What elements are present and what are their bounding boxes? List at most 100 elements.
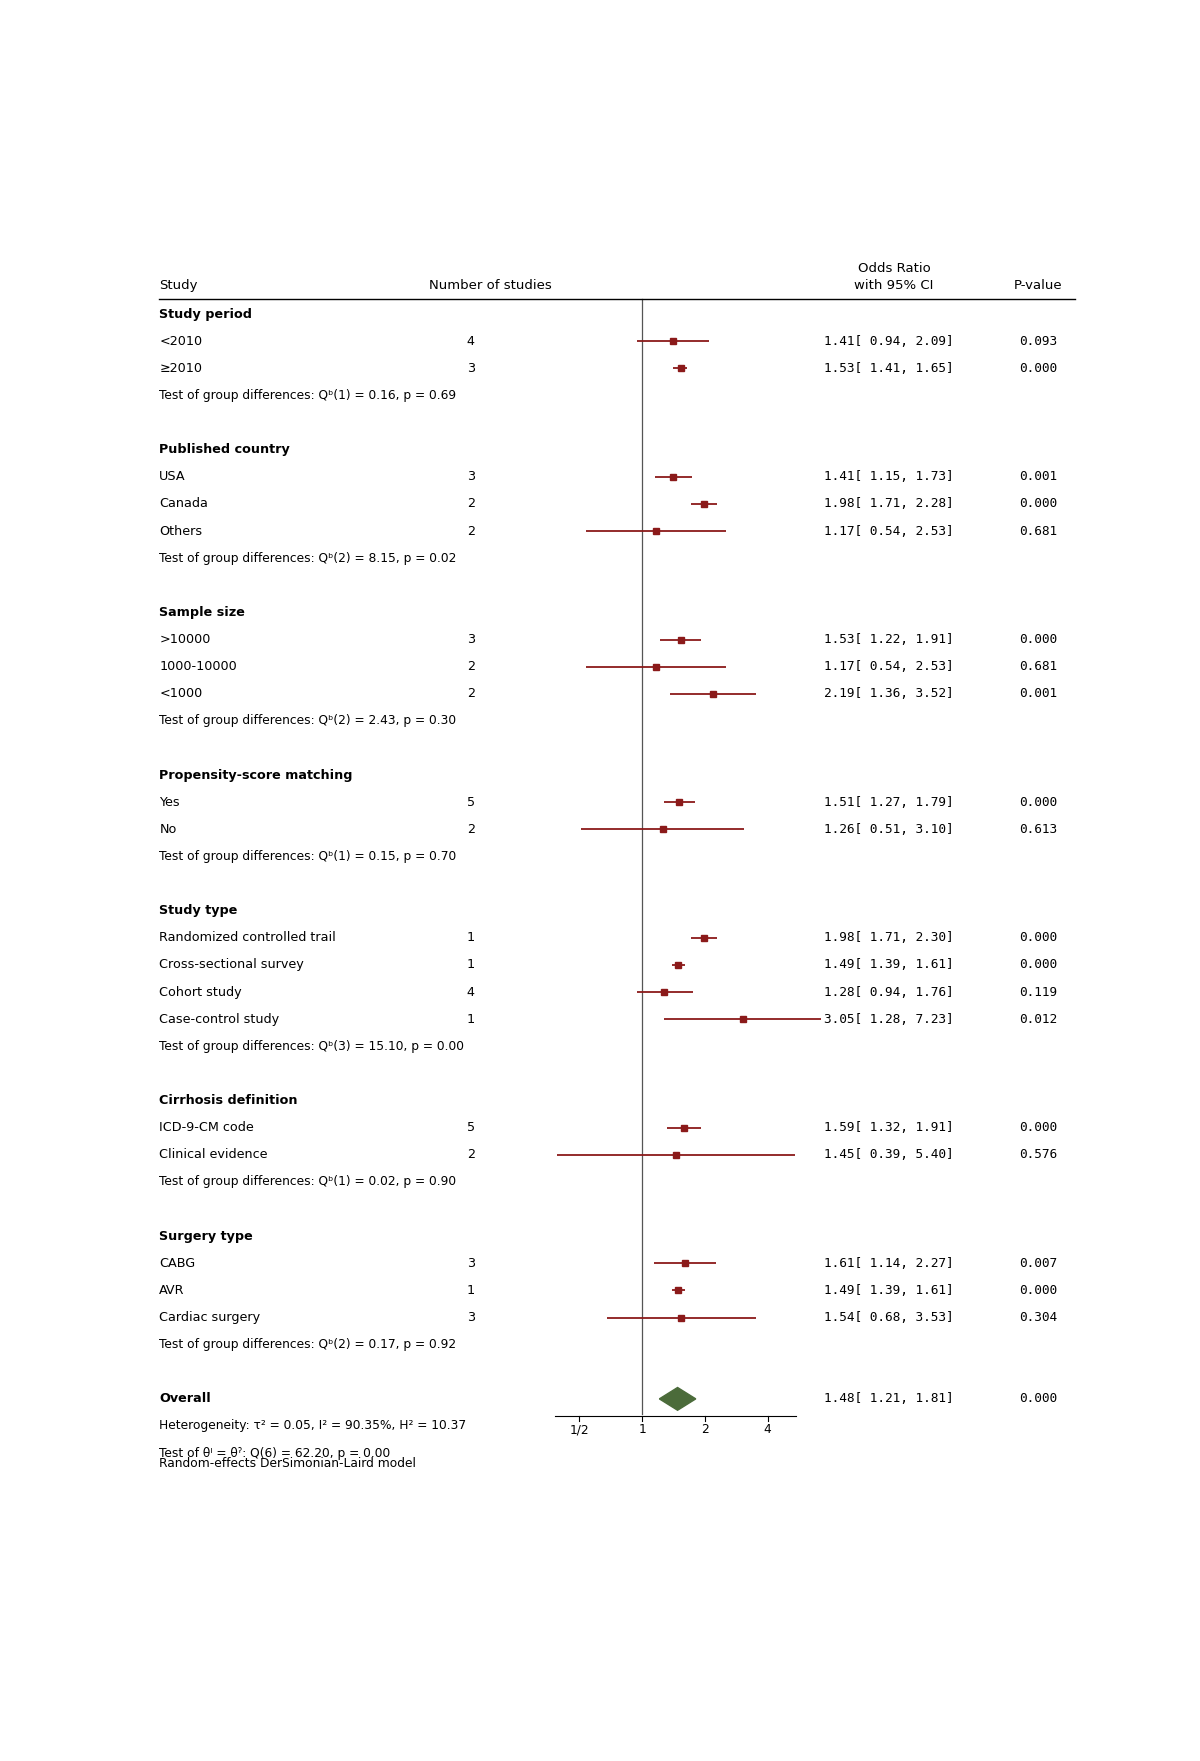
Text: USA: USA [160,470,186,483]
Text: ≥2010: ≥2010 [160,361,203,375]
Text: Surgery type: Surgery type [160,1229,253,1243]
Text: <1000: <1000 [160,687,203,701]
Text: AVR: AVR [160,1284,185,1296]
Text: 3: 3 [467,632,475,646]
Text: 2: 2 [467,1148,475,1160]
Text: 2: 2 [467,497,475,511]
Text: 0.000: 0.000 [1019,796,1057,808]
Text: 4: 4 [467,335,475,347]
Text: Sample size: Sample size [160,606,245,618]
Text: No: No [160,822,176,836]
Text: 1.28[ 0.94, 1.76]: 1.28[ 0.94, 1.76] [824,986,954,998]
Text: CABG: CABG [160,1257,196,1270]
Text: 1.41[ 0.94, 2.09]: 1.41[ 0.94, 2.09] [824,335,954,347]
Text: 0.093: 0.093 [1019,335,1057,347]
Text: 0.000: 0.000 [1019,632,1057,646]
Text: Cirrhosis definition: Cirrhosis definition [160,1094,298,1108]
Text: 1.17[ 0.54, 2.53]: 1.17[ 0.54, 2.53] [824,660,954,673]
Text: 1.61[ 1.14, 2.27]: 1.61[ 1.14, 2.27] [824,1257,954,1270]
Text: 1: 1 [638,1423,646,1435]
Text: 2.19[ 1.36, 3.52]: 2.19[ 1.36, 3.52] [824,687,954,701]
Text: 0.681: 0.681 [1019,660,1057,673]
Text: <2010: <2010 [160,335,203,347]
Text: 1.98[ 1.71, 2.28]: 1.98[ 1.71, 2.28] [824,497,954,511]
Text: 1.54[ 0.68, 3.53]: 1.54[ 0.68, 3.53] [824,1310,954,1324]
Text: Number of studies: Number of studies [430,278,552,292]
Text: Published country: Published country [160,444,290,456]
Text: 0.007: 0.007 [1019,1257,1057,1270]
Text: 0.304: 0.304 [1019,1310,1057,1324]
Text: 3.05[ 1.28, 7.23]: 3.05[ 1.28, 7.23] [824,1013,954,1025]
Text: 0.000: 0.000 [1019,1284,1057,1296]
Text: 1: 1 [467,932,475,944]
Text: Test of group differences: Qᵇ(2) = 8.15, p = 0.02: Test of group differences: Qᵇ(2) = 8.15,… [160,551,457,565]
Text: 1.53[ 1.22, 1.91]: 1.53[ 1.22, 1.91] [824,632,954,646]
Text: 3: 3 [467,470,475,483]
Polygon shape [659,1388,696,1411]
Text: Test of group differences: Qᵇ(1) = 0.02, p = 0.90: Test of group differences: Qᵇ(1) = 0.02,… [160,1175,456,1189]
Text: 1: 1 [467,1013,475,1025]
Text: 2: 2 [467,525,475,537]
Text: Study type: Study type [160,903,238,917]
Text: Propensity-score matching: Propensity-score matching [160,768,353,782]
Text: 1.45[ 0.39, 5.40]: 1.45[ 0.39, 5.40] [824,1148,954,1160]
Text: 0.681: 0.681 [1019,525,1057,537]
Text: 0.000: 0.000 [1019,1393,1057,1405]
Text: 0.000: 0.000 [1019,361,1057,375]
Text: Overall: Overall [160,1393,211,1405]
Text: 2: 2 [701,1423,709,1435]
Text: 1000-10000: 1000-10000 [160,660,238,673]
Text: Test of group differences: Qᵇ(1) = 0.16, p = 0.69: Test of group differences: Qᵇ(1) = 0.16,… [160,389,456,402]
Text: Study period: Study period [160,308,252,321]
Text: with 95% CI: with 95% CI [854,278,934,292]
Text: >10000: >10000 [160,632,211,646]
Text: 3: 3 [467,1257,475,1270]
Text: 1.51[ 1.27, 1.79]: 1.51[ 1.27, 1.79] [824,796,954,808]
Text: 0.119: 0.119 [1019,986,1057,998]
Text: 4: 4 [763,1423,772,1435]
Text: 1/2: 1/2 [570,1423,589,1435]
Text: 3: 3 [467,1310,475,1324]
Text: 1.17[ 0.54, 2.53]: 1.17[ 0.54, 2.53] [824,525,954,537]
Text: 0.000: 0.000 [1019,958,1057,972]
Text: 1: 1 [467,1284,475,1296]
Text: 1.26[ 0.51, 3.10]: 1.26[ 0.51, 3.10] [824,822,954,836]
Text: Test of group differences: Qᵇ(3) = 15.10, p = 0.00: Test of group differences: Qᵇ(3) = 15.10… [160,1039,464,1053]
Text: 5: 5 [467,1122,475,1134]
Text: 1.98[ 1.71, 2.30]: 1.98[ 1.71, 2.30] [824,932,954,944]
Text: Cardiac surgery: Cardiac surgery [160,1310,260,1324]
Text: 1.49[ 1.39, 1.61]: 1.49[ 1.39, 1.61] [824,958,954,972]
Text: Test of group differences: Qᵇ(2) = 0.17, p = 0.92: Test of group differences: Qᵇ(2) = 0.17,… [160,1338,456,1351]
Text: 2: 2 [467,660,475,673]
Text: Canada: Canada [160,497,208,511]
Text: 3: 3 [467,361,475,375]
Text: 2: 2 [467,822,475,836]
Text: 4: 4 [467,986,475,998]
Text: 1.53[ 1.41, 1.65]: 1.53[ 1.41, 1.65] [824,361,954,375]
Text: 0.000: 0.000 [1019,497,1057,511]
Text: Yes: Yes [160,796,180,808]
Text: ICD-9-CM code: ICD-9-CM code [160,1122,254,1134]
Text: 0.000: 0.000 [1019,1122,1057,1134]
Text: Clinical evidence: Clinical evidence [160,1148,268,1160]
Text: 0.000: 0.000 [1019,932,1057,944]
Text: Test of group differences: Qᵇ(1) = 0.15, p = 0.70: Test of group differences: Qᵇ(1) = 0.15,… [160,851,456,863]
Text: 1.49[ 1.39, 1.61]: 1.49[ 1.39, 1.61] [824,1284,954,1296]
Text: 1.41[ 1.15, 1.73]: 1.41[ 1.15, 1.73] [824,470,954,483]
Text: 1.48[ 1.21, 1.81]: 1.48[ 1.21, 1.81] [824,1393,954,1405]
Text: 0.012: 0.012 [1019,1013,1057,1025]
Text: Cross-sectional survey: Cross-sectional survey [160,958,304,972]
Text: 0.001: 0.001 [1019,470,1057,483]
Text: Odds Ratio: Odds Ratio [858,262,930,275]
Text: Others: Others [160,525,203,537]
Text: Cohort study: Cohort study [160,986,242,998]
Text: Random-effects DerSimonian-Laird model: Random-effects DerSimonian-Laird model [160,1456,416,1470]
Text: Study: Study [160,278,198,292]
Text: 1.59[ 1.32, 1.91]: 1.59[ 1.32, 1.91] [824,1122,954,1134]
Text: 0.613: 0.613 [1019,822,1057,836]
Text: Case-control study: Case-control study [160,1013,280,1025]
Text: 2: 2 [467,687,475,701]
Text: Randomized controlled trail: Randomized controlled trail [160,932,336,944]
Text: Heterogeneity: τ² = 0.05, I² = 90.35%, H² = 10.37: Heterogeneity: τ² = 0.05, I² = 90.35%, H… [160,1419,467,1432]
Text: 0.001: 0.001 [1019,687,1057,701]
